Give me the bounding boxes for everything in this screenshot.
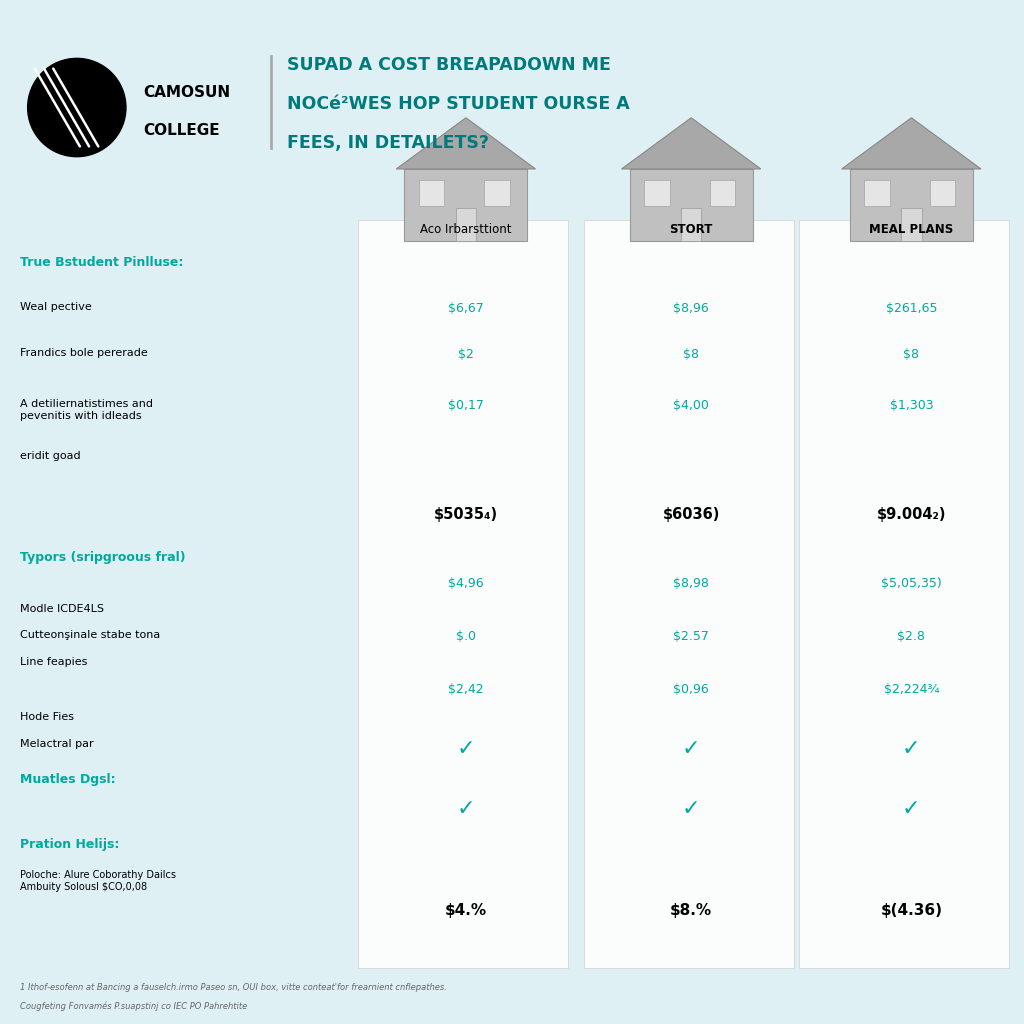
Text: $5035₄): $5035₄) (434, 507, 498, 522)
Text: $8: $8 (683, 348, 699, 361)
Text: ✓: ✓ (457, 739, 475, 760)
FancyBboxPatch shape (930, 180, 955, 206)
Circle shape (28, 58, 126, 157)
Text: Aco Irbarsttiont: Aco Irbarsttiont (420, 223, 512, 237)
Text: $6,67: $6,67 (449, 302, 483, 315)
Text: $2.57: $2.57 (673, 630, 710, 643)
Text: $4,96: $4,96 (449, 577, 483, 590)
FancyBboxPatch shape (864, 180, 890, 206)
Text: Typors (sripgroous fral): Typors (sripgroous fral) (20, 551, 186, 564)
Text: $6036): $6036) (663, 507, 720, 522)
Polygon shape (622, 118, 761, 169)
Text: CAMOSUN: CAMOSUN (143, 85, 230, 99)
Text: Frandics bole pererade: Frandics bole pererade (20, 348, 148, 358)
Text: ✓: ✓ (457, 799, 475, 819)
Text: Muatles Dgsl:: Muatles Dgsl: (20, 773, 116, 786)
Text: $8,98: $8,98 (673, 577, 710, 590)
Text: ✓: ✓ (682, 739, 700, 760)
Text: $2,224¾: $2,224¾ (884, 683, 939, 696)
Text: $0,96: $0,96 (674, 683, 709, 696)
Text: Cougfeting Fonvamés P.suapstinj co IEC PO Pahrehtite: Cougfeting Fonvamés P.suapstinj co IEC P… (20, 1001, 248, 1011)
Text: $261,65: $261,65 (886, 302, 937, 315)
FancyBboxPatch shape (358, 220, 568, 968)
Text: True Bstudent Pinlluse:: True Bstudent Pinlluse: (20, 256, 184, 269)
Text: $8,96: $8,96 (674, 302, 709, 315)
Text: Line feapies: Line feapies (20, 657, 88, 668)
Text: SUPAD A COST BREAPADOWN ME: SUPAD A COST BREAPADOWN ME (287, 56, 610, 75)
Text: $9.004₂): $9.004₂) (877, 507, 946, 522)
Text: STORT: STORT (670, 223, 713, 237)
FancyBboxPatch shape (799, 220, 1009, 968)
Text: $8.%: $8.% (670, 903, 713, 919)
Text: Pration Helĳs:: Pration Helĳs: (20, 838, 120, 851)
FancyBboxPatch shape (404, 169, 527, 241)
Text: $2,42: $2,42 (449, 683, 483, 696)
FancyBboxPatch shape (681, 208, 701, 241)
Text: MEAL PLANS: MEAL PLANS (869, 223, 953, 237)
FancyBboxPatch shape (584, 220, 794, 968)
Text: Hode Fies: Hode Fies (20, 712, 75, 722)
Polygon shape (396, 118, 536, 169)
Text: Poloche: Alure Coborathy Dailcs
Ambuity Solousl $CO,0,08: Poloche: Alure Coborathy Dailcs Ambuity … (20, 870, 176, 892)
Text: 1 Ithof-esofenn at Bancing a fauselch.irmo Paseo sn, OUI box, vitte conteat'for : 1 Ithof-esofenn at Bancing a fauselch.ir… (20, 983, 447, 992)
FancyBboxPatch shape (484, 180, 510, 206)
Text: Weal pective: Weal pective (20, 302, 92, 312)
Text: $(4.36): $(4.36) (881, 903, 942, 919)
Text: ✓: ✓ (902, 799, 921, 819)
Text: Modle ICDЕ4LS: Modle ICDЕ4LS (20, 604, 104, 614)
FancyBboxPatch shape (419, 180, 444, 206)
FancyBboxPatch shape (630, 169, 753, 241)
Text: eridit goad: eridit goad (20, 451, 81, 461)
Text: $0,17: $0,17 (447, 399, 484, 413)
Text: $5,05,35): $5,05,35) (881, 577, 942, 590)
Text: $8: $8 (903, 348, 920, 361)
FancyBboxPatch shape (901, 208, 922, 241)
Text: Cutteonşinale stabe tona: Cutteonşinale stabe tona (20, 630, 161, 640)
Text: FEES, IN DETAILETS?: FEES, IN DETAILETS? (287, 134, 488, 153)
FancyBboxPatch shape (456, 208, 476, 241)
Polygon shape (842, 118, 981, 169)
Text: A detiliernatistimes and
pevenitis with idleads: A detiliernatistimes and pevenitis with … (20, 399, 154, 421)
Text: $4,00: $4,00 (673, 399, 710, 413)
Text: $1,303: $1,303 (890, 399, 933, 413)
Text: $2: $2 (458, 348, 474, 361)
FancyBboxPatch shape (850, 169, 973, 241)
Text: COLLEGE: COLLEGE (143, 123, 220, 137)
Text: $2.8: $2.8 (897, 630, 926, 643)
Text: NOCé²WES HOP STUDENT OURSE A: NOCé²WES HOP STUDENT OURSE A (287, 95, 630, 114)
Text: ✓: ✓ (902, 739, 921, 760)
Text: $4.%: $4.% (444, 903, 487, 919)
Text: $.0: $.0 (456, 630, 476, 643)
Text: ✓: ✓ (682, 799, 700, 819)
FancyBboxPatch shape (710, 180, 735, 206)
FancyBboxPatch shape (644, 180, 670, 206)
Text: Melactral par: Melactral par (20, 739, 94, 750)
